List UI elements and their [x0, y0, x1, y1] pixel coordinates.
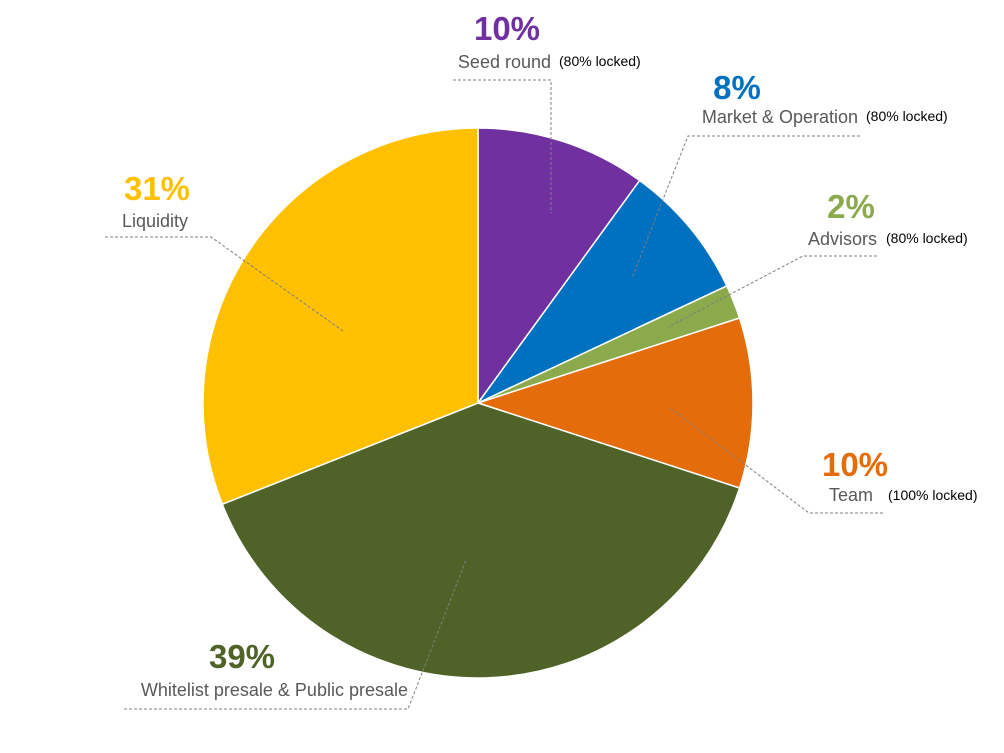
leader-line-liquidity: [105, 236, 344, 332]
slice-seed-round: [477, 127, 641, 406]
leader-line-market-and-operation: [631, 135, 860, 279]
slice-liquidity: [202, 127, 479, 506]
percent-label-market-and-operation: 8%: [713, 69, 761, 106]
percent-label-seed-round: 10%: [474, 10, 540, 47]
category-label-seed-round: Seed round: [458, 52, 551, 72]
lock-note-advisors: (80% locked): [886, 230, 968, 246]
category-label-market-and-operation: Market & Operation: [702, 107, 858, 127]
percent-label-advisors: 2%: [827, 188, 875, 225]
leader-line-team: [668, 406, 883, 514]
category-label-liquidity: Liquidity: [122, 211, 188, 231]
percent-label-whitelist-presale-and-public-presale: 39%: [209, 638, 275, 675]
lock-note-market-and-operation: (80% locked): [866, 108, 948, 124]
slice-labels: 10% Seed round (80% locked) 8%Market & Oper…: [122, 10, 978, 700]
leader-line-whitelist-presale-and-public-presale: [124, 559, 467, 710]
percent-label-team: 10%: [822, 446, 888, 483]
category-label-whitelist-presale-and-public-presale: Whitelist presale & Public presale: [141, 680, 408, 700]
slice-market-and-operation: [477, 179, 728, 404]
lock-note-team: (100% locked): [888, 487, 978, 503]
pie-slices: [202, 127, 754, 679]
category-label-advisors: Advisors: [808, 229, 877, 249]
leader-lines: [105, 79, 883, 710]
category-label-team: Team: [829, 485, 873, 505]
slice-whitelist-presale-and-public-presale: [221, 402, 741, 679]
leader-line-advisors: [667, 255, 877, 328]
lock-note-seed-round: (80% locked): [559, 53, 641, 69]
leader-line-seed-round: [453, 79, 552, 213]
slice-team: [475, 317, 754, 489]
percent-label-liquidity: 31%: [124, 170, 190, 207]
